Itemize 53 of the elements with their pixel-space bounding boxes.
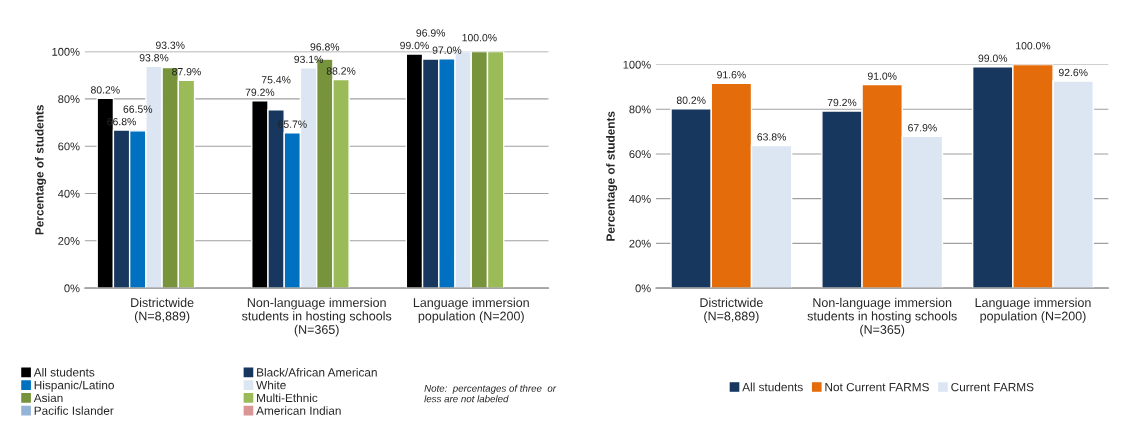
y-tick-label: 0%: [635, 284, 651, 293]
legend-label: White: [256, 380, 286, 390]
legend-label: Not Current FARMS: [825, 382, 929, 392]
data-label: 97.0%: [432, 46, 462, 54]
y-tick-label: 80%: [629, 105, 651, 114]
x-tick-label: Language immersion population (N=200): [975, 297, 1091, 323]
x-tick-label: Non-language immersion students in hosting schools (N=365): [807, 297, 957, 337]
y-tick-label: 40%: [629, 194, 651, 203]
data-label: 100.0%: [462, 33, 497, 42]
legend-label: All students: [33, 367, 95, 377]
data-label: 80.2%: [676, 96, 706, 104]
y-tick-label: 80%: [58, 95, 80, 104]
x-tick-label: Language immersion population (N=200): [413, 297, 529, 323]
data-label: 93.3%: [155, 41, 185, 49]
data-label: 93.8%: [139, 54, 169, 62]
data-label: 91.6%: [717, 71, 746, 79]
data-label: 63.8%: [757, 133, 786, 141]
data-label: 79.2%: [245, 88, 275, 96]
y-tick-label: 100%: [623, 60, 651, 69]
data-label: 96.9%: [416, 29, 446, 37]
y-tick-label: 40%: [57, 189, 80, 198]
y-tick-label: 100%: [52, 47, 80, 56]
y-tick-label: 0%: [64, 284, 80, 293]
legend-label: Multi-Ethnic: [257, 393, 318, 403]
x-tick-label: Districtwide (N=8,889): [700, 297, 763, 323]
legend-label: American Indian: [256, 406, 341, 415]
data-label: 99.0%: [400, 41, 429, 50]
y-tick-label: 20%: [58, 237, 80, 245]
legend-label: Black/African American: [257, 367, 377, 377]
x-tick-label: Non-language immersion students in hosting schools (N=365): [241, 297, 392, 337]
y-tick-label: 60%: [629, 150, 651, 159]
text: Note: percentages of three or less are not labeled: [424, 384, 557, 403]
data-label: 93.1%: [294, 55, 323, 64]
data-label: 75.4%: [261, 76, 291, 84]
data-label: 100.0%: [1016, 42, 1051, 50]
legend-label: Current FARMS: [951, 382, 1034, 392]
data-label: 91.0%: [867, 72, 897, 80]
data-label: 99.0%: [978, 54, 1008, 62]
data-label: 96.8%: [310, 43, 340, 51]
data-label: 66.5%: [123, 105, 153, 113]
legend-label: Asian: [33, 393, 63, 403]
data-label: 67.9%: [908, 124, 937, 132]
y-axis-title: Percentage of students: [606, 111, 618, 241]
legend-label: Pacific Islander: [34, 406, 114, 415]
data-label: 80.2%: [90, 86, 120, 94]
y-tick-label: 20%: [629, 239, 651, 248]
data-label: 92.6%: [1058, 68, 1088, 77]
y-axis-title: Percentage of students: [34, 105, 46, 235]
data-label: 79.2%: [827, 98, 857, 107]
legend-label: Hispanic/Latino: [34, 380, 114, 392]
y-tick-label: 60%: [58, 142, 80, 151]
legend-label: All students: [742, 382, 803, 392]
x-tick-label: Districtwide (N=8,889): [131, 297, 194, 323]
